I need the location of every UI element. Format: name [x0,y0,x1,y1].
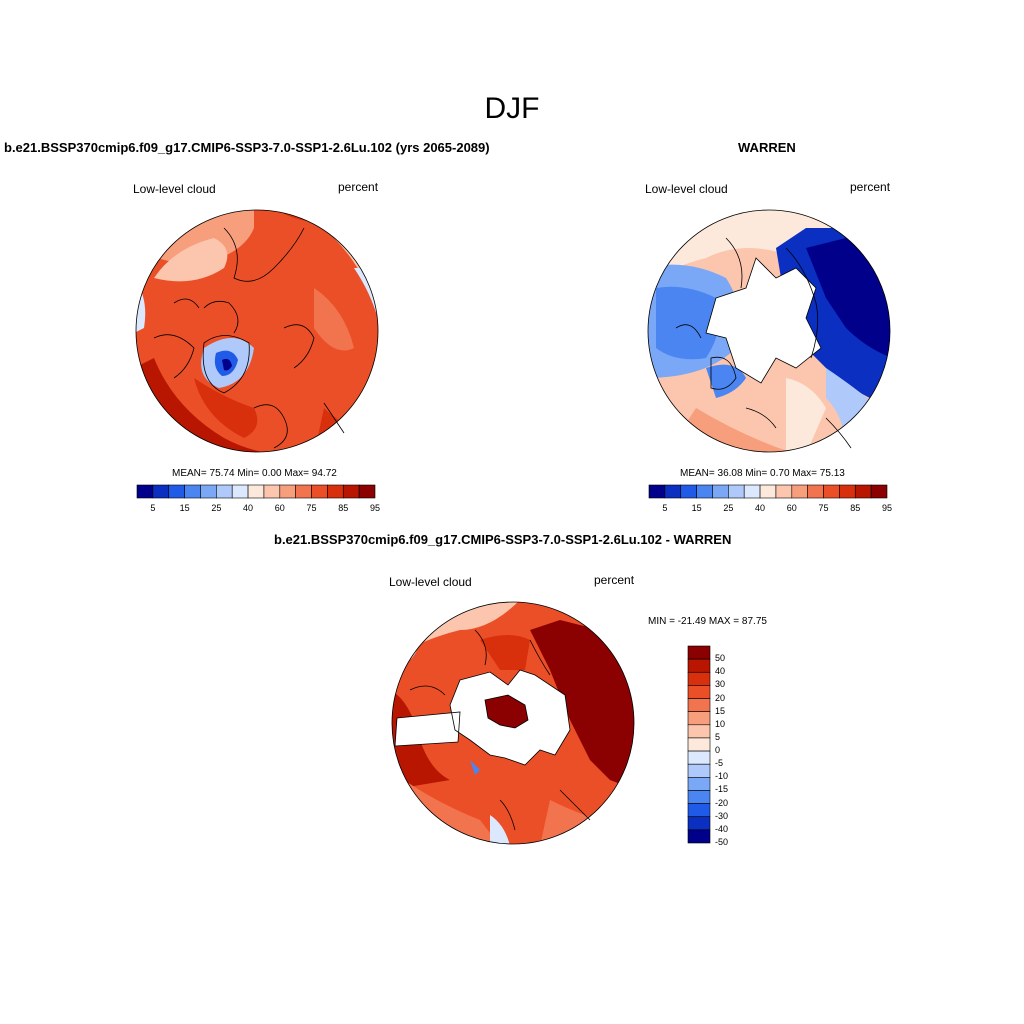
right-variable-label: Low-level cloud [645,182,728,196]
colorbar-label: 15 [715,705,726,716]
colorbar-label: 40 [715,666,726,677]
colorbar-swatch [687,816,711,831]
colorbar-swatch [687,777,711,791]
colorbar-label: 5 [715,731,721,742]
diff-colorbar [687,645,711,844]
colorbar-swatch [184,484,201,499]
left-variable-label: Low-level cloud [133,182,216,196]
colorbar-label: -30 [715,810,729,821]
colorbar-label: 40 [755,503,766,513]
right-panel-title: WARREN [738,140,796,155]
colorbar-swatch [839,484,856,499]
colorbar-swatch [791,484,808,499]
colorbar-swatch [664,484,682,499]
colorbar-swatch [870,484,888,499]
colorbar-swatch [648,484,666,499]
colorbar-label: 75 [818,503,829,513]
diff-polar-map [391,601,635,845]
colorbar-swatch [687,685,711,699]
diff-minmax: MIN = -21.49 MAX = 87.75 [648,616,767,627]
colorbar-swatch [247,484,265,499]
colorbar-swatch [775,484,793,499]
colorbar-swatch [311,484,328,499]
right-stats: MEAN= 36.08 Min= 0.70 Max= 75.13 [680,468,845,479]
colorbar-label: 0 [715,745,721,756]
colorbar-swatch [136,484,154,499]
colorbar-swatch [279,484,296,499]
colorbar-swatch [823,484,840,499]
colorbar-label: 75 [306,503,317,513]
colorbar-swatch [687,658,711,673]
left-polar-map [135,209,379,453]
colorbar-label: 95 [881,503,892,513]
colorbar-label: 85 [850,503,861,513]
colorbar-label: 25 [211,503,222,513]
colorbar-label: -40 [715,823,729,834]
colorbar-label: 20 [715,692,726,703]
left-panel-title: b.e21.BSSP370cmip6.f09_g17.CMIP6-SSP3-7.… [4,140,490,155]
colorbar-swatch [687,803,711,818]
left-colorbar [136,484,376,499]
colorbar-label: 25 [723,503,734,513]
colorbar-label: 60 [274,503,285,513]
colorbar-swatch [759,484,777,499]
colorbar-swatch [687,737,711,752]
colorbar-swatch [687,645,711,660]
colorbar-swatch [687,763,711,778]
colorbar-label: 60 [786,503,797,513]
diff-panel-title: b.e21.BSSP370cmip6.f09_g17.CMIP6-SSP3-7.… [274,532,732,547]
colorbar-label: 5 [150,503,156,513]
colorbar-swatch [854,484,872,499]
left-units-label: percent [338,180,379,194]
right-colorbar [648,484,888,499]
colorbar-swatch [687,790,711,804]
colorbar-swatch [687,750,711,765]
colorbar-label: -20 [715,797,729,808]
colorbar-swatch [680,484,697,499]
colorbar-label: -10 [715,771,729,782]
colorbar-swatch [743,484,761,499]
diff-units-label: percent [594,573,635,587]
colorbar-swatch [358,484,376,499]
colorbar-swatch [231,484,249,499]
colorbar-swatch [295,484,312,499]
colorbar-swatch [687,829,711,844]
colorbar-swatch [696,484,713,499]
colorbar-label: 95 [369,503,380,513]
colorbar-swatch [687,711,711,726]
colorbar-swatch [327,484,344,499]
colorbar-label: -5 [715,758,724,769]
colorbar-label: 40 [243,503,254,513]
colorbar-swatch [342,484,360,499]
right-units-label: percent [850,180,891,194]
colorbar-label: -50 [715,837,729,847]
colorbar-label: 15 [179,503,190,513]
colorbar-swatch [263,484,281,499]
diff-variable-label: Low-level cloud [389,575,472,589]
colorbar-swatch [152,484,170,499]
colorbar-label: 85 [338,503,349,513]
colorbar-swatch [807,484,824,499]
colorbar-swatch [168,484,185,499]
colorbar-swatch [687,671,711,686]
colorbar-label: 10 [715,718,726,729]
colorbar-swatch [728,484,745,499]
colorbar-swatch [712,484,729,499]
colorbar-swatch [687,724,711,739]
right-polar-map [647,209,891,453]
colorbar-label: 5 [662,503,668,513]
main-title: DJF [484,92,540,125]
left-stats: MEAN= 75.74 Min= 0.00 Max= 94.72 [172,468,337,479]
colorbar-label: 50 [715,653,726,664]
colorbar-swatch [687,698,711,712]
colorbar-label: 30 [715,679,726,690]
colorbar-swatch [200,484,217,499]
colorbar-label: 15 [691,503,702,513]
colorbar-label: -15 [715,784,729,795]
colorbar-swatch [216,484,233,499]
